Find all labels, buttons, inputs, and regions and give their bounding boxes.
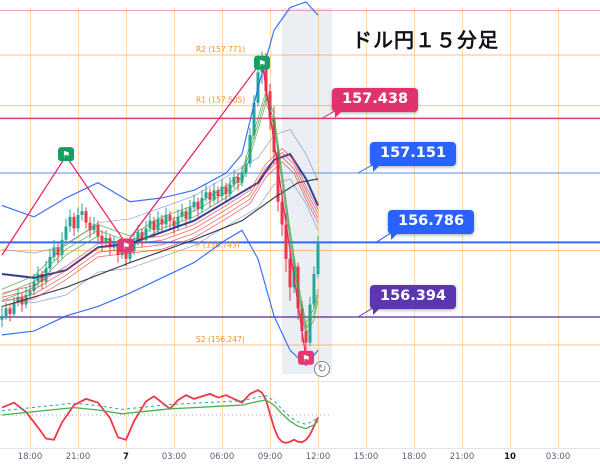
- gmma-fast-line: [1, 101, 319, 337]
- candle-body: [204, 192, 208, 198]
- ma-black-line: [1, 178, 319, 307]
- osc-red-line: [1, 389, 319, 444]
- candle-body: [192, 201, 196, 208]
- candle-body: [236, 177, 240, 183]
- gmma-fast-line: [1, 95, 319, 331]
- candle-body: [8, 308, 12, 314]
- candle-body: [84, 211, 88, 223]
- candle-body: [312, 274, 316, 305]
- candle-body: [108, 237, 112, 248]
- gmma-slow-line: [1, 156, 319, 303]
- candle-body: [68, 216, 72, 227]
- candle-body: [64, 226, 68, 240]
- signal-marker-pink-2[interactable]: [298, 350, 314, 365]
- candle-body: [180, 211, 184, 217]
- candle-body: [0, 315, 4, 320]
- candle-body: [200, 197, 204, 210]
- candle-body: [144, 228, 148, 240]
- gmma-slow-line: [1, 161, 319, 307]
- env-upper-line: [1, 128, 319, 254]
- signal-marker-green-2[interactable]: [254, 55, 270, 70]
- candle-body: [228, 184, 232, 195]
- candle-body: [300, 308, 304, 332]
- candle-body: [212, 190, 216, 200]
- gmma-fast-line: [1, 90, 319, 325]
- price-callout-2[interactable]: 157.151: [370, 142, 457, 171]
- candle-body: [72, 216, 76, 229]
- pivot-level-label: R2 (157.771): [196, 45, 245, 54]
- candle-body: [308, 304, 312, 343]
- candle-body: [268, 91, 272, 118]
- candle-body: [40, 274, 44, 282]
- candle-body: [172, 220, 176, 227]
- candle-body: [52, 247, 56, 257]
- price-callout-1[interactable]: 157.438: [332, 88, 419, 117]
- candle-body: [4, 308, 8, 316]
- candle-body: [280, 201, 284, 225]
- candle-body: [216, 190, 220, 196]
- candle-body: [276, 152, 280, 202]
- candle-body: [100, 236, 104, 244]
- env-lower-line: [1, 178, 319, 303]
- bb-upper-line: [1, 1, 319, 218]
- candle-body: [288, 258, 292, 288]
- candle-body: [48, 256, 52, 269]
- candle-body: [304, 331, 308, 343]
- candle-body: [76, 215, 80, 229]
- candle-body: [196, 201, 200, 210]
- gmma-slow-line: [1, 152, 319, 298]
- candle-body: [188, 207, 192, 219]
- candle-body: [92, 224, 96, 231]
- osc-teal-line: [1, 395, 319, 425]
- candle-body: [164, 215, 168, 225]
- candle-body: [232, 177, 236, 185]
- candle-body: [176, 216, 180, 227]
- candle-body: [32, 281, 36, 292]
- gmma-slow-line: [1, 147, 319, 294]
- candle-body: [12, 302, 16, 314]
- pivot-level-label: R1 (157.505): [196, 96, 245, 105]
- candle-body: [160, 218, 164, 225]
- signal-marker-pink-2-glyph: ⚑: [302, 354, 310, 364]
- pivot-level-label: S2 (156.247): [196, 335, 245, 344]
- osc-green-line: [1, 399, 319, 430]
- candle-body: [152, 220, 156, 231]
- candle-body: [284, 224, 288, 259]
- signal-marker-green-1[interactable]: [58, 147, 74, 162]
- candle-body: [252, 102, 256, 136]
- candle-body: [156, 218, 160, 231]
- price-callout-3[interactable]: 156.786: [388, 210, 475, 239]
- candle-body: [316, 243, 320, 274]
- candle-body: [128, 251, 132, 259]
- candle-body: [240, 173, 244, 183]
- candle-body: [88, 222, 92, 231]
- candle-body: [124, 249, 128, 259]
- candle-body: [220, 186, 224, 196]
- candle-body: [224, 186, 228, 195]
- price-callout-4[interactable]: 156.394: [370, 285, 457, 314]
- signal-marker-green-2-glyph: ⚑: [258, 59, 266, 69]
- session-highlight: [282, 8, 332, 374]
- candle-body: [16, 296, 20, 303]
- candle-body: [184, 211, 188, 219]
- candle-body: [140, 232, 144, 240]
- signal-marker-pink-1-glyph: ⚑: [122, 242, 130, 252]
- signal-marker-pink-1[interactable]: [118, 238, 134, 253]
- candle-body: [104, 237, 108, 244]
- replay-refresh-icon[interactable]: ↻: [314, 361, 330, 377]
- chart-title: ドル円１５分足: [352, 28, 499, 52]
- candle-body: [28, 291, 32, 295]
- bb-lower-line: [1, 229, 319, 367]
- candle-body: [264, 59, 268, 92]
- signal-marker-green-1-glyph: ⚑: [62, 151, 70, 161]
- candle-body: [80, 211, 84, 215]
- candle-body: [168, 215, 172, 221]
